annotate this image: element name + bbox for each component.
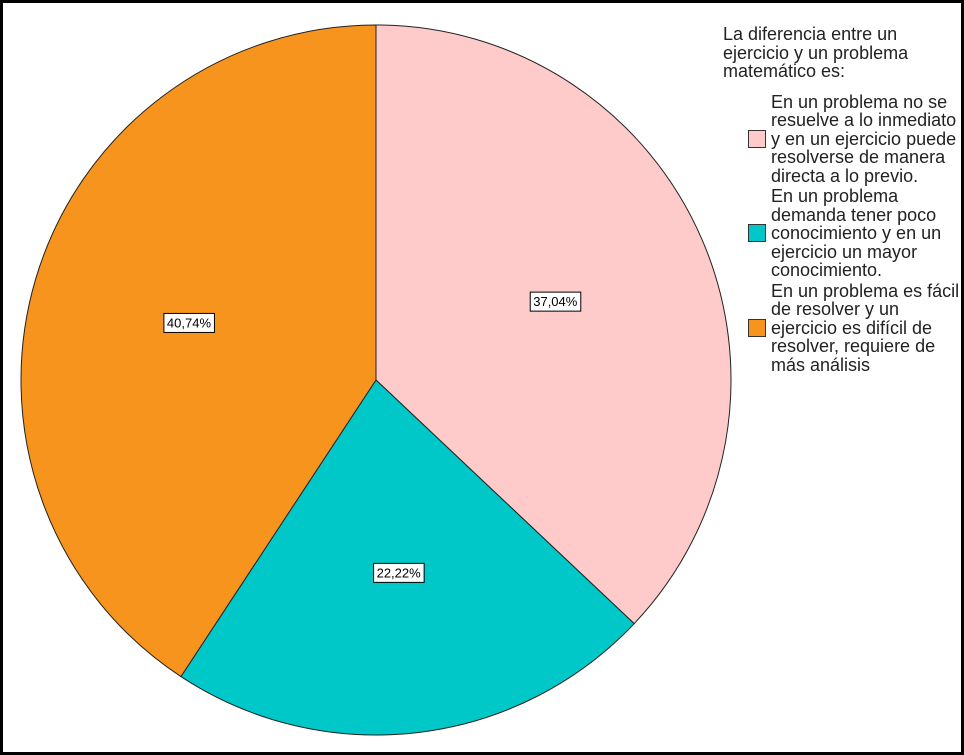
data-label: 40,74% (163, 312, 215, 333)
data-label-text: 37,04% (533, 294, 578, 309)
data-label-box (163, 312, 215, 333)
legend-swatch (748, 224, 766, 243)
chart: 37,04% 22,22% 40,74% (20, 24, 732, 736)
data-label-box (373, 562, 425, 583)
data-label: 37,04% (529, 291, 582, 312)
data-label-box (529, 291, 582, 312)
legend-label: En un problema no se resuelve a lo inmed… (771, 91, 957, 186)
pie-slice (375, 24, 732, 625)
pie-slice (20, 24, 377, 678)
legend-entry: En un problema no se resuelve a lo inmed… (723, 91, 961, 186)
legend-title: La diferencia entre un ejercicio y un pr… (723, 24, 909, 81)
legend-swatch (748, 318, 766, 337)
data-label-text: 22,22% (377, 565, 422, 580)
legend: La diferencia entre un ejercicio y un pr… (723, 25, 961, 376)
data-label-text: 40,74% (167, 315, 212, 330)
legend-swatch (748, 129, 766, 148)
pie-slice (180, 379, 635, 736)
legend-entry: En un problema demanda tener poco conoci… (723, 187, 961, 280)
legend-label: En un problema es fácil de resolver y un… (771, 280, 960, 375)
legend-entry: En un problema es fácil de resolver y un… (723, 280, 961, 375)
legend-label: En un problema demanda tener poco conoci… (771, 186, 942, 280)
data-label: 22,22% (373, 562, 425, 583)
